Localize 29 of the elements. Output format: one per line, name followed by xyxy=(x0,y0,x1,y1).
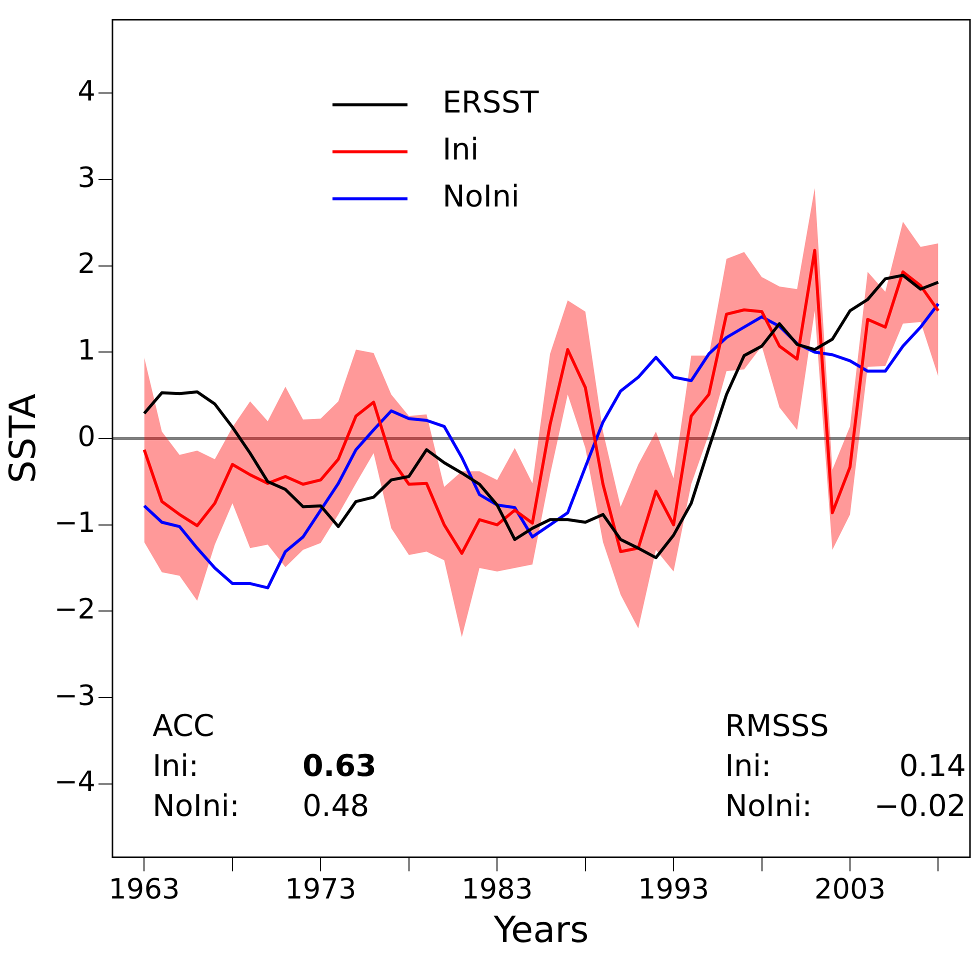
x-tick-label: 1983 xyxy=(461,872,533,906)
y-tick-label: 1 xyxy=(78,333,96,366)
annotation: NoIni: xyxy=(152,789,240,824)
y-tick-label: 2 xyxy=(78,247,96,280)
x-axis-title: Years xyxy=(492,910,589,951)
annotation: NoIni: xyxy=(725,789,812,824)
x-tick-label: 1973 xyxy=(285,872,356,906)
legend-label: ERSST xyxy=(442,86,540,121)
annotation: 0.14 xyxy=(899,749,966,784)
y-axis-title: SSTA xyxy=(2,393,44,484)
annotation: 0.63 xyxy=(302,749,376,784)
annotation: −0.02 xyxy=(874,789,966,824)
y-tick-label: 4 xyxy=(78,74,96,108)
y-tick-label: −2 xyxy=(54,592,96,626)
y-tick-label: −3 xyxy=(54,678,96,712)
x-tick-label: 2003 xyxy=(814,872,886,906)
annotation: ACC xyxy=(152,709,214,744)
y-tick-label: 3 xyxy=(78,160,96,194)
legend-label: NoIni xyxy=(442,180,520,215)
annotation: RMSSS xyxy=(725,709,829,744)
legend-label: Ini xyxy=(442,132,479,168)
y-tick-label: −1 xyxy=(54,506,96,540)
annotation: Ini: xyxy=(725,749,772,784)
x-tick-label: 1993 xyxy=(638,872,710,906)
annotation: 0.48 xyxy=(302,789,370,824)
x-tick-label: 1963 xyxy=(108,872,180,906)
y-tick-label: 0 xyxy=(78,420,96,453)
annotation: Ini: xyxy=(152,749,199,784)
y-tick-label: −4 xyxy=(54,765,96,798)
